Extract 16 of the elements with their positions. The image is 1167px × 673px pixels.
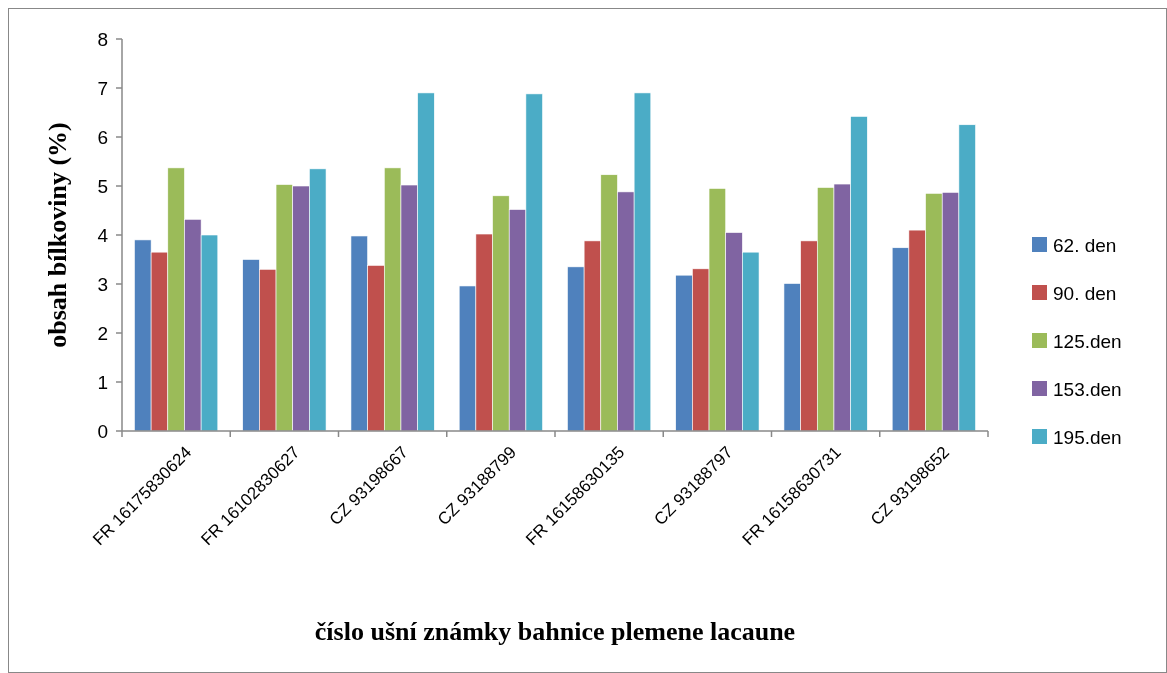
y-axis-title: obsah bílkoviny (%): [43, 122, 72, 348]
y-tick-label: 7: [97, 77, 108, 99]
y-tick-label: 2: [97, 322, 108, 344]
legend-label: 90. den: [1053, 282, 1117, 304]
y-tick-label: 1: [97, 371, 108, 393]
legend-label: 125.den: [1053, 330, 1122, 352]
x-axis-title: číslo ušní známky bahnice plemene lacaune: [314, 617, 796, 646]
legend-label: 153.den: [1053, 378, 1122, 400]
legend-label: 62. den: [1053, 234, 1117, 256]
y-tick-label: 6: [97, 126, 108, 148]
y-tick-label: 3: [97, 273, 108, 295]
y-tick-label: 5: [97, 175, 108, 197]
y-tick-label: 0: [97, 420, 108, 442]
y-tick-label: 8: [97, 28, 108, 50]
legend-label: 195.den: [1053, 426, 1122, 448]
y-tick-label: 4: [97, 224, 109, 246]
